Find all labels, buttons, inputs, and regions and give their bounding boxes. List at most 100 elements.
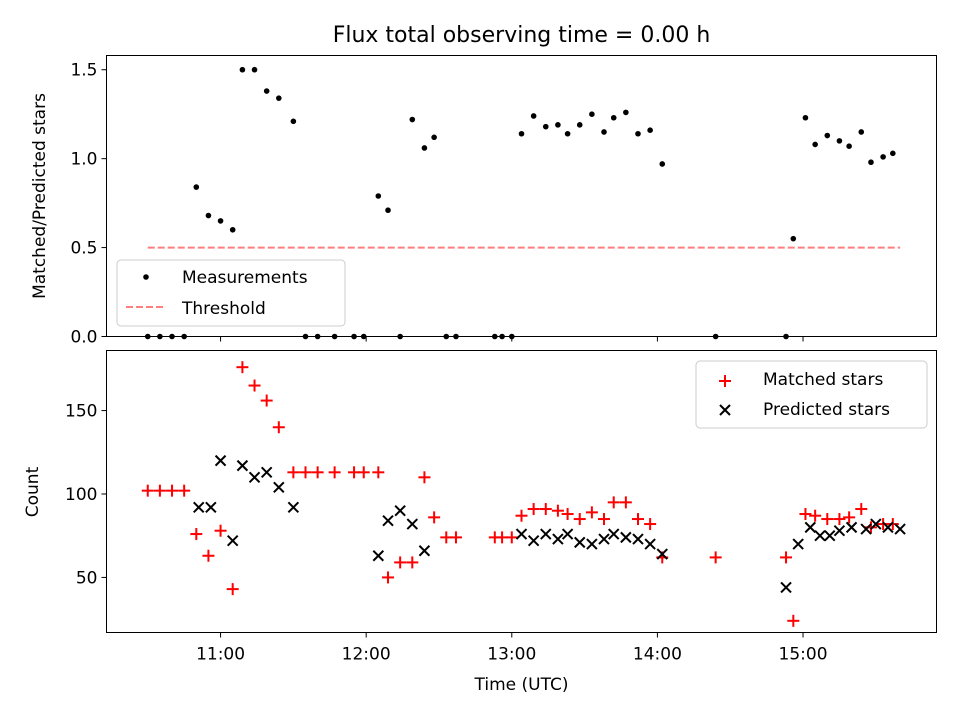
matched-star-point: [428, 511, 441, 524]
measurement-point: [518, 130, 525, 137]
top-axis-ticks: 0.0 0.5 1.0 1.5: [70, 61, 804, 348]
matched-star-point: [561, 508, 574, 521]
top-y-tick-label: 1.5: [70, 61, 97, 81]
bottom-axis-ticks: 50 100 150 11:00 12:00 13:00 14:00 15:00: [65, 402, 827, 665]
predicted-star-point: [527, 535, 540, 547]
predicted-star-point: [205, 501, 217, 514]
measurement-point: [239, 66, 246, 73]
matched-star-point: [843, 511, 856, 524]
matched-star-point: [236, 361, 249, 374]
matched-star-point: [573, 513, 586, 526]
predicted-star-point: [382, 514, 394, 527]
matched-star-point: [780, 551, 793, 564]
matched-star-point: [272, 421, 285, 434]
matched-star-point: [166, 484, 179, 497]
predicted-star-point: [804, 521, 817, 534]
measurement-point: [790, 235, 797, 242]
measurement-point: [193, 184, 200, 190]
measurement-point: [836, 138, 843, 144]
matched-star-point: [248, 379, 261, 392]
measurement-point: [824, 132, 831, 139]
bottom-x-tick-label: 14:00: [633, 645, 682, 665]
predicted-legend-marker: [719, 404, 731, 416]
predicted-star-point: [644, 538, 656, 550]
bottom-x-tick-label: 13:00: [487, 645, 536, 665]
matched-star-point: [505, 531, 518, 544]
predicted-star-point: [372, 550, 385, 562]
predicted-star-point: [287, 501, 300, 514]
matched-star-point: [406, 556, 419, 569]
matched-star-point: [585, 506, 598, 519]
predicted-star-point: [882, 521, 894, 534]
measurement-point: [217, 218, 224, 224]
matched-star-point: [357, 466, 370, 479]
measurement-point: [846, 143, 852, 150]
matched-legend-marker: [719, 375, 731, 387]
matched-star-point: [372, 466, 385, 479]
matched-star-point: [299, 466, 312, 479]
predicted-star-point: [824, 530, 836, 542]
predicted-star-point: [860, 523, 872, 535]
bottom-axes-frame: [106, 350, 937, 633]
matched-star-point: [787, 614, 800, 627]
predicted-star-point: [845, 521, 858, 534]
predicted-star-point: [260, 466, 273, 479]
bottom-x-tick-label: 12:00: [342, 645, 391, 665]
measurement-point: [610, 114, 617, 121]
measurement-point: [530, 113, 537, 119]
measurement-point: [601, 129, 607, 135]
bottom-x-axis-label: Time (UTC): [474, 675, 569, 695]
predicted-star-point: [632, 533, 644, 545]
matched-star-point: [833, 513, 846, 526]
measurement-point: [421, 145, 428, 151]
top-legend: Measurements Threshold: [116, 259, 346, 327]
measurement-point: [205, 212, 212, 219]
predicted-star-point: [870, 518, 882, 530]
measurement-point: [635, 130, 641, 137]
matched-star-point: [394, 556, 407, 569]
threshold-legend-label: Threshold: [181, 299, 266, 319]
bottom-x-tick-label: 15:00: [779, 645, 828, 665]
matched-legend-label: Matched stars: [763, 370, 883, 390]
matched-star-point: [311, 466, 324, 479]
matched-star-point: [551, 504, 564, 517]
bottom-x-tick-label: 11:00: [196, 645, 245, 665]
top-y-tick-label: 0.0: [70, 328, 97, 348]
predicted-star-point: [598, 533, 610, 545]
predicted-star-point: [214, 454, 227, 467]
measurement-point: [802, 114, 809, 121]
measurements-legend-label: Measurements: [182, 268, 308, 288]
matched-star-point: [709, 551, 722, 564]
matched-star-point: [153, 484, 166, 497]
matched-star-point: [226, 583, 239, 596]
matched-star-point: [287, 466, 300, 479]
predicted-star-point: [394, 504, 406, 517]
predicted-star-point: [226, 535, 239, 547]
top-chart-title: Flux total observing time = 0.00 h: [333, 23, 711, 48]
measurement-point: [623, 109, 629, 116]
top-panel: 0.0 0.5 1.0 1.5 Matched/Predicted stars Mea…: [30, 55, 937, 348]
measurement-point: [890, 150, 896, 157]
measurement-point: [263, 88, 270, 94]
bottom-y-tick-label: 50: [76, 568, 98, 588]
measurements-legend-marker: [143, 274, 149, 280]
measurement-point: [290, 118, 297, 125]
bottom-legend-box: [695, 360, 928, 429]
predicted-star-point: [552, 533, 564, 545]
predicted-star-point: [656, 548, 668, 560]
matched-star-point: [449, 531, 462, 544]
matched-star-point: [598, 513, 611, 526]
measurement-point: [868, 159, 874, 166]
predicted-legend-label: Predicted stars: [763, 400, 890, 420]
predicted-star-point: [193, 501, 205, 514]
matched-star-point: [202, 549, 215, 562]
measurement-point: [409, 116, 416, 123]
measurement-point: [229, 226, 236, 233]
matched-star-point: [515, 509, 528, 522]
matched-star-point: [214, 524, 227, 537]
matched-star-point: [260, 394, 273, 407]
measurement-point: [812, 141, 818, 148]
matched-star-point: [328, 466, 341, 479]
